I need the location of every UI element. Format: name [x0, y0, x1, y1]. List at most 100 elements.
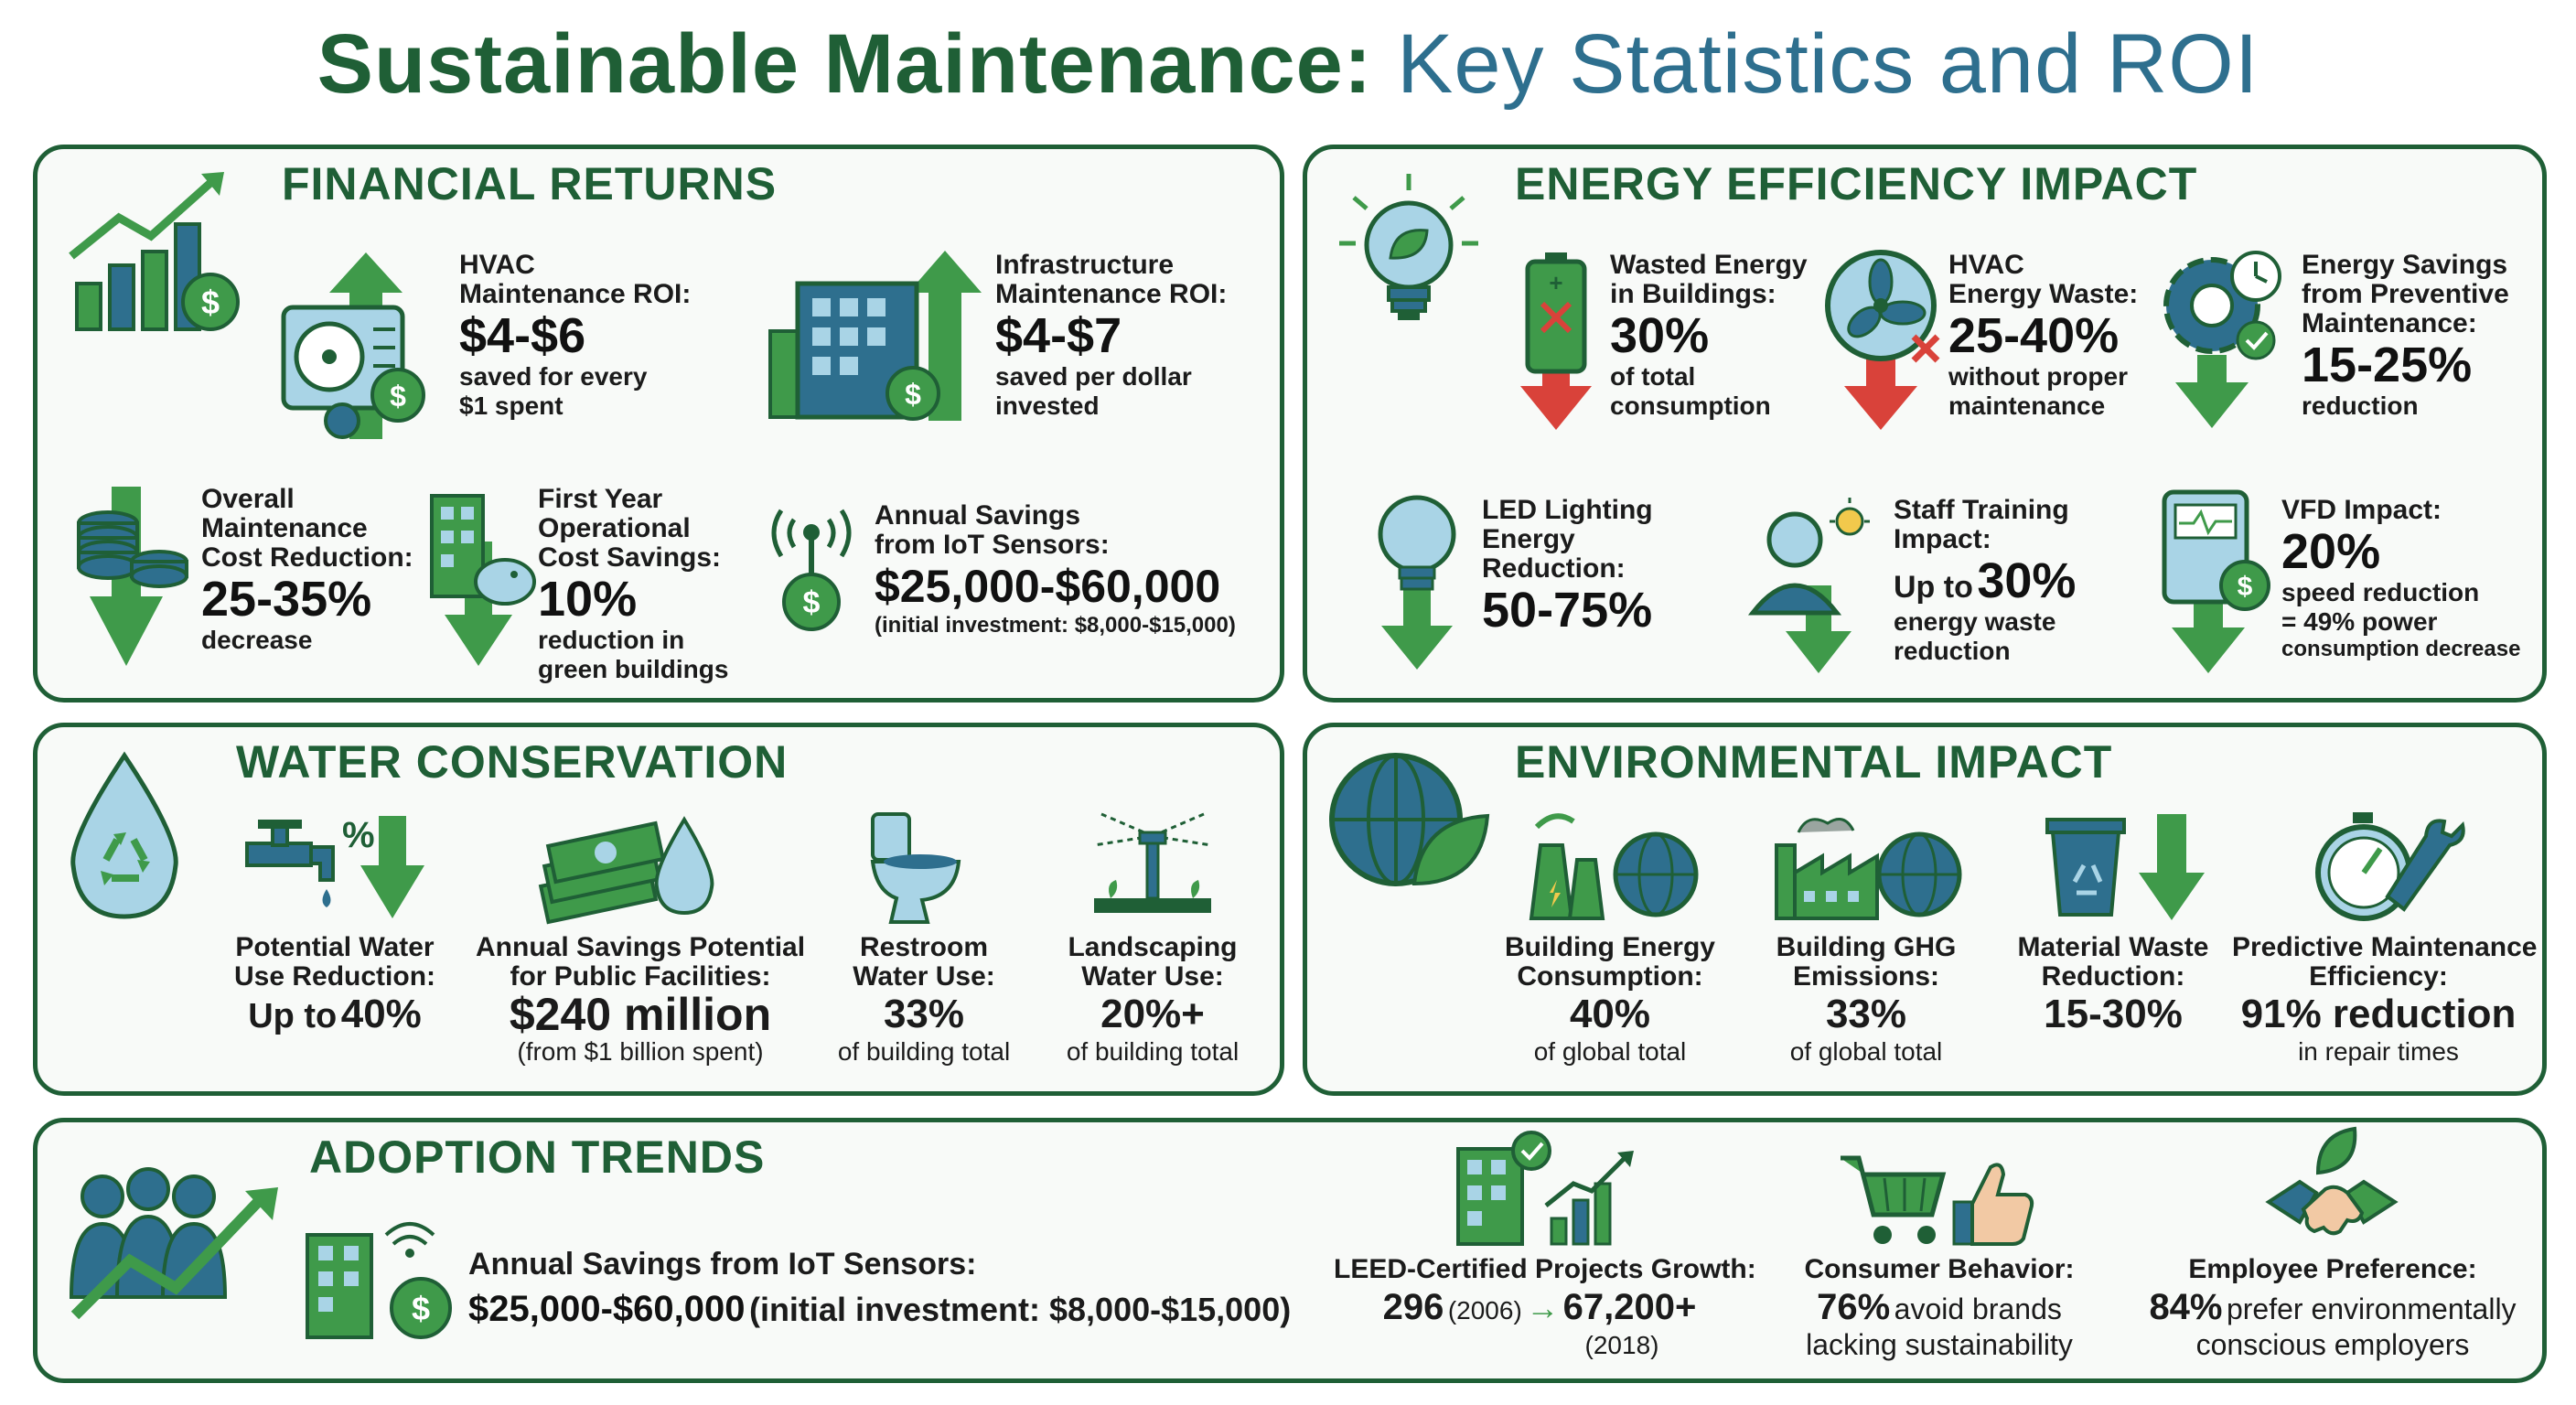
leed-v1: 296: [1382, 1287, 1444, 1327]
firstyear-value: 10%: [538, 572, 638, 627]
environmental-impact-title: ENVIRONMENTAL IMPACT: [1515, 736, 2113, 788]
first-year-savings-stat: First Year Operational Cost Savings: 10%…: [538, 485, 728, 684]
energy-efficiency-panel: [1303, 145, 2547, 702]
training-sub2: reduction: [1894, 637, 2011, 665]
leed-growth-stat: LEED-Certified Projects Growth: 296 (200…: [1334, 1254, 1756, 1360]
leed-y1: (2006): [1447, 1296, 1522, 1325]
vfd-meter-icon: $: [2162, 489, 2270, 673]
led-reduction-stat: LED Lighting Energy Reduction: 50-75%: [1482, 496, 1653, 638]
preventive-label1: Energy Savings: [2302, 250, 2508, 280]
sprinkler-icon: [1093, 812, 1212, 913]
potential-value: 40%: [340, 992, 422, 1036]
green-building-piggybank-icon: [430, 494, 536, 666]
svg-text:$: $: [412, 1290, 430, 1327]
training-label1: Staff Training: [1894, 495, 2069, 525]
hvac-roi-label2: Maintenance ROI:: [459, 279, 692, 309]
adoption-iot-note: (initial investment: $8,000-$15,000): [748, 1291, 1292, 1328]
title-part2: Key Statistics and ROI: [1397, 17, 2259, 111]
svg-text:+: +: [1549, 269, 1562, 296]
financial-returns-panel: [33, 145, 1284, 702]
material-label1: Material Waste: [2017, 932, 2209, 962]
battery-waste-icon: +: [1520, 252, 1592, 430]
handshake-leaf-icon: [2265, 1126, 2399, 1236]
hvac-roi-stat: HVAC Maintenance ROI: $4-$6 saved for ev…: [459, 251, 691, 421]
hvac-roi-label1: HVAC: [459, 250, 535, 280]
employee-sub2: conscious employers: [2195, 1328, 2470, 1361]
restroom-label2: Water Use:: [853, 961, 995, 992]
vfd-sub2: = 49% power: [2281, 607, 2438, 636]
potential-prefix: Up to: [248, 997, 338, 1035]
overall-value: 25-35%: [201, 572, 372, 627]
wasted-energy-stat: Wasted Energy in Buildings: 30% of total…: [1610, 251, 1808, 421]
toilet-icon: [870, 812, 961, 924]
firstyear-sub2: green buildings: [538, 655, 729, 683]
people-growth-icon: [69, 1167, 278, 1320]
vfd-label1: VFD Impact:: [2281, 495, 2442, 525]
led-label3: Reduction:: [1482, 553, 1626, 584]
consumer-label: Consumer Behavior:: [1804, 1254, 2075, 1284]
leed-y2: (2018): [1584, 1331, 1659, 1359]
public-label2: for Public Facilities:: [510, 961, 771, 992]
building-ghg-stat: Building GHG Emissions: 33% of global to…: [1747, 933, 1985, 1067]
water-conservation-panel: [33, 723, 1284, 1096]
landscape-sub1: of building total: [1066, 1037, 1240, 1066]
ghg-value: 33%: [1825, 992, 1907, 1036]
svg-text:$: $: [201, 284, 220, 321]
infrastructure-roi-stat: Infrastructure Maintenance ROI: $4-$7 sa…: [995, 251, 1227, 421]
led-value: 50-75%: [1482, 583, 1653, 638]
wasted-label2: in Buildings:: [1610, 279, 1776, 309]
adoption-trends-title: ADOPTION TRENDS: [309, 1132, 766, 1183]
training-label2: Impact:: [1894, 524, 1991, 554]
infra-roi-label2: Maintenance ROI:: [995, 279, 1228, 309]
iot-label2: from IoT Sensors:: [875, 530, 1110, 560]
hvacwaste-value: 25-40%: [1948, 308, 2120, 363]
vfd-value: 20%: [2281, 524, 2381, 579]
leed-arrow: →: [1526, 1289, 1560, 1326]
restroom-value: 33%: [883, 992, 965, 1036]
material-value: 15-30%: [2044, 992, 2183, 1036]
employee-label: Employee Preference:: [2188, 1254, 2477, 1284]
title-part1: Sustainable Maintenance:: [317, 17, 1373, 111]
consumer-sub1: avoid brands: [1894, 1292, 2062, 1325]
predictive-label1: Predictive Maintenance: [2232, 932, 2538, 962]
predictive-sub1: in repair times: [2298, 1037, 2459, 1066]
svg-text:$: $: [803, 585, 821, 620]
infra-roi-label1: Infrastructure: [995, 250, 1175, 280]
hvac-roi-sub1: saved for every: [459, 362, 648, 391]
training-prefix: Up to: [1894, 570, 1973, 605]
consumer-behavior-stat: Consumer Behavior: 76% avoid brands lack…: [1793, 1254, 2086, 1360]
gear-clock-icon: [2163, 251, 2281, 428]
adoption-iot-value-row: $25,000-$60,000 (initial investment: $8,…: [468, 1282, 1291, 1335]
predictive-efficiency-stat: Predictive Maintenance Efficiency: 91% r…: [2232, 932, 2538, 1067]
led-label2: Energy: [1482, 524, 1575, 554]
water-drop-recycle-icon: [70, 751, 178, 919]
preventive-label2: from Preventive: [2302, 279, 2509, 309]
power-plant-globe-icon: [1529, 813, 1699, 920]
energycons-label1: Building Energy: [1504, 932, 1715, 962]
overall-label2: Maintenance: [201, 513, 368, 543]
potential-water-stat: Potential Water Use Reduction: Up to 40%: [207, 933, 463, 1037]
landscape-label1: Landscaping: [1068, 932, 1238, 962]
smart-building-icon: $: [306, 1222, 452, 1339]
restroom-water-stat: Restroom Water Use: 33% of building tota…: [814, 933, 1034, 1067]
restroom-sub1: of building total: [837, 1037, 1011, 1066]
potential-value-row: Up to 40%: [207, 992, 463, 1037]
hvacwaste-label2: Energy Waste:: [1948, 279, 2139, 309]
infrastructure-building-icon: $: [768, 251, 982, 421]
leed-building-chart-icon: [1456, 1131, 1634, 1246]
overall-cost-reduction-stat: Overall Maintenance Cost Reduction: 25-3…: [201, 485, 413, 655]
public-value: $240 million: [509, 989, 772, 1040]
leed-label: LEED-Certified Projects Growth:: [1334, 1254, 1756, 1284]
hvacwaste-label1: HVAC: [1948, 250, 2024, 280]
predictive-value: 91% reduction: [2240, 992, 2517, 1036]
preventive-value: 15-25%: [2302, 338, 2473, 392]
landscape-value: 20%+: [1100, 992, 1205, 1036]
energycons-value: 40%: [1569, 992, 1651, 1036]
firstyear-label1: First Year: [538, 484, 663, 514]
hvac-roi-sub2: $1 spent: [459, 391, 564, 420]
globe-leaf-icon: [1329, 753, 1490, 886]
wasted-value: 30%: [1610, 308, 1710, 363]
hvacwaste-sub1: without proper: [1948, 362, 2128, 391]
leed-value-row: 296 (2006) → 67,200+: [1334, 1284, 1745, 1331]
infra-roi-value: $4-$7: [995, 308, 1122, 363]
